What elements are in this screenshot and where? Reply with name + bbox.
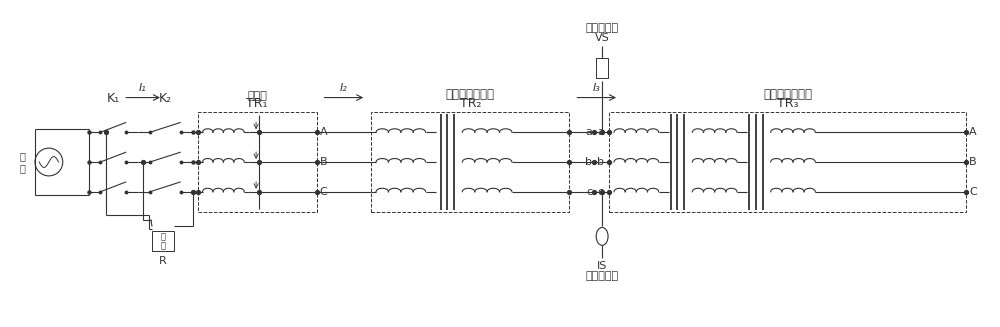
Text: 通用电力变压器: 通用电力变压器	[446, 88, 495, 100]
Text: C: C	[320, 187, 327, 197]
Text: c: c	[586, 187, 592, 197]
Text: a: a	[597, 127, 604, 137]
Text: I₃: I₃	[593, 83, 601, 93]
Text: IS: IS	[597, 261, 607, 271]
Bar	[152, 232, 174, 251]
Text: 电
源: 电 源	[19, 151, 25, 173]
Text: TR₃: TR₃	[777, 97, 798, 111]
Text: 电
阻: 电 阻	[160, 232, 165, 251]
Text: R: R	[159, 256, 167, 266]
Text: TR₂: TR₂	[460, 97, 481, 111]
Bar	[198, 112, 317, 212]
Text: C: C	[969, 187, 977, 197]
Text: 调压器: 调压器	[247, 91, 267, 100]
Text: b: b	[585, 157, 592, 167]
Text: B: B	[320, 157, 327, 167]
Text: K₂: K₂	[159, 92, 172, 105]
Text: 振动传感器: 振动传感器	[586, 23, 619, 33]
Text: c: c	[597, 187, 603, 197]
Text: 被试电力变压器: 被试电力变压器	[763, 88, 812, 100]
Text: TR₁: TR₁	[246, 97, 268, 111]
Bar	[609, 112, 966, 212]
Text: b: b	[597, 157, 604, 167]
Bar	[596, 58, 608, 78]
Text: B: B	[969, 157, 977, 167]
Text: 电流传感器: 电流传感器	[586, 271, 619, 281]
Text: K₁: K₁	[107, 92, 120, 105]
Text: a: a	[585, 127, 592, 137]
Text: I₂: I₂	[340, 83, 348, 93]
Text: A: A	[320, 127, 327, 137]
Text: I₁: I₁	[139, 83, 147, 93]
Text: A: A	[969, 127, 977, 137]
Bar	[371, 112, 569, 212]
Text: VS: VS	[595, 33, 610, 43]
